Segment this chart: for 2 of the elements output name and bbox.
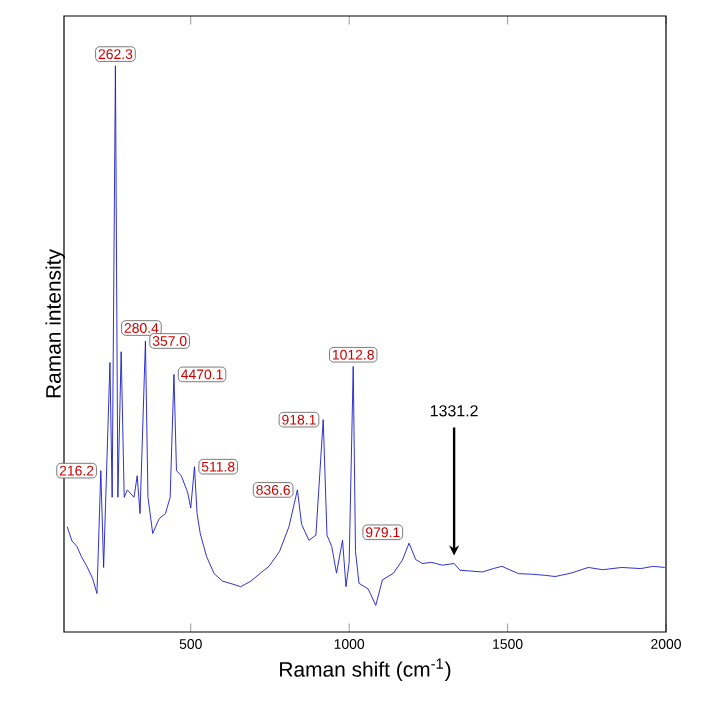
y-axis-title: Raman intensity — [45, 249, 65, 398]
x-axis-title: Raman shift (cm$^{-1}$) — [280, 658, 451, 681]
